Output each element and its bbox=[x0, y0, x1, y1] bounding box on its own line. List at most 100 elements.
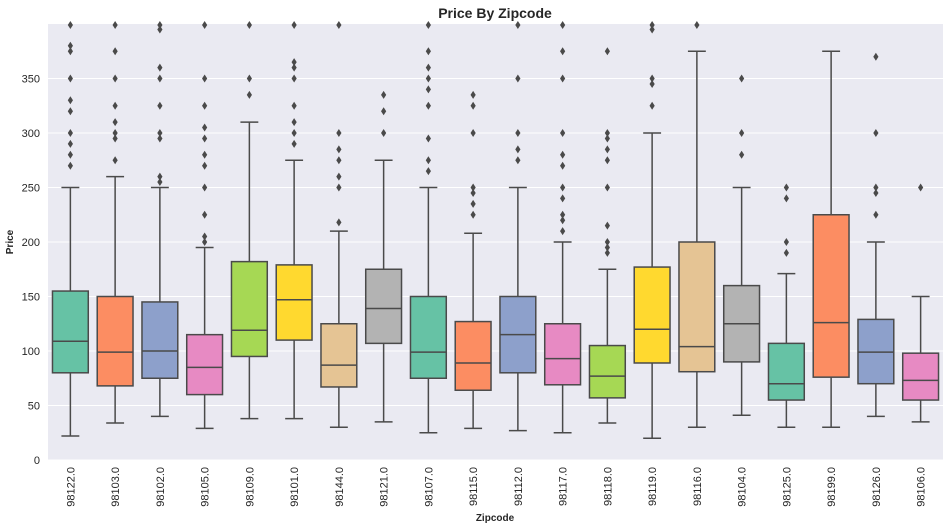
outlier-point bbox=[291, 139, 297, 148]
box-98105.0 bbox=[185, 21, 224, 430]
outlier-point bbox=[202, 232, 208, 241]
outlier-point bbox=[560, 216, 566, 225]
outlier-point bbox=[336, 145, 342, 154]
outlier-point bbox=[873, 52, 879, 61]
outlier-point bbox=[425, 134, 431, 143]
x-tick-label: 98105.0 bbox=[200, 467, 212, 507]
outlier-point bbox=[67, 107, 73, 116]
outlier-point bbox=[694, 21, 700, 29]
box-98116.0 bbox=[678, 21, 716, 429]
outlier-point bbox=[202, 21, 208, 29]
x-tick-label: 98199.0 bbox=[826, 467, 838, 507]
outlier-point bbox=[560, 227, 566, 236]
outlier-point bbox=[112, 21, 118, 29]
box-iqr bbox=[543, 323, 582, 386]
outlier-point bbox=[604, 156, 610, 165]
outlier-point bbox=[202, 134, 208, 143]
outlier-point bbox=[649, 74, 655, 83]
y-tick-label: 100 bbox=[22, 346, 40, 358]
outlier-point bbox=[604, 248, 610, 257]
outlier-point bbox=[291, 63, 297, 72]
outlier-point bbox=[604, 238, 610, 246]
outlier-point bbox=[515, 156, 521, 165]
outlier-point bbox=[246, 90, 252, 99]
box-98125.0 bbox=[767, 183, 806, 429]
outlier-point bbox=[560, 21, 566, 29]
outlier-point bbox=[67, 161, 73, 170]
x-tick-label: 98115.0 bbox=[468, 467, 480, 506]
box-98109.0 bbox=[230, 21, 269, 420]
outlier-point bbox=[246, 74, 252, 83]
outlier-point bbox=[470, 199, 476, 208]
outlier-point bbox=[604, 47, 610, 56]
outlier-point bbox=[202, 150, 208, 159]
box-98119.0 bbox=[633, 21, 671, 439]
outlier-point bbox=[202, 210, 208, 219]
box-iqr bbox=[409, 295, 448, 379]
outlier-point bbox=[202, 74, 208, 83]
box-iqr bbox=[320, 323, 358, 388]
outlier-point bbox=[67, 96, 73, 105]
outlier-point bbox=[515, 145, 521, 154]
box-98103.0 bbox=[96, 21, 134, 424]
outlier-point bbox=[604, 134, 610, 143]
x-tick-label: 98122.0 bbox=[65, 467, 77, 507]
outlier-point bbox=[425, 47, 431, 56]
outlier-point bbox=[739, 150, 745, 159]
outlier-point bbox=[425, 63, 431, 72]
box-series bbox=[51, 21, 940, 439]
outlier-point bbox=[425, 101, 431, 110]
outlier-point bbox=[604, 129, 610, 137]
outlier-point bbox=[470, 101, 476, 110]
outlier-point bbox=[604, 243, 610, 252]
box-98144.0 bbox=[320, 21, 358, 429]
outlier-point bbox=[515, 74, 521, 83]
outlier-point bbox=[157, 21, 163, 29]
y-tick-label: 250 bbox=[22, 183, 40, 195]
outlier-point bbox=[873, 210, 879, 219]
outlier-point bbox=[246, 21, 252, 29]
outlier-point bbox=[425, 167, 431, 176]
y-tick-label: 150 bbox=[22, 292, 40, 304]
box-iqr bbox=[364, 268, 403, 345]
outlier-point bbox=[202, 183, 208, 192]
outlier-point bbox=[336, 218, 342, 227]
box-98121.0 bbox=[364, 90, 403, 423]
outlier-point bbox=[560, 129, 566, 137]
x-tick-label: 98106.0 bbox=[916, 467, 928, 507]
outlier-point bbox=[470, 210, 476, 219]
box-98199.0 bbox=[812, 50, 850, 429]
box-98107.0 bbox=[409, 21, 448, 434]
box-iqr bbox=[633, 266, 671, 364]
x-axis-label: Zipcode bbox=[476, 513, 515, 524]
box-iqr bbox=[141, 301, 179, 380]
box-98122.0 bbox=[51, 21, 90, 437]
outlier-point bbox=[157, 25, 163, 34]
outlier-point bbox=[202, 123, 208, 132]
outlier-point bbox=[112, 101, 118, 110]
outlier-point bbox=[291, 101, 297, 110]
x-tick-label: 98112.0 bbox=[513, 467, 525, 506]
outlier-point bbox=[425, 21, 431, 29]
box-iqr bbox=[275, 264, 313, 341]
x-tick-label: 98117.0 bbox=[558, 467, 570, 506]
box-iqr bbox=[678, 241, 716, 373]
outlier-point bbox=[67, 47, 73, 56]
outlier-point bbox=[67, 21, 73, 29]
outlier-point bbox=[157, 101, 163, 110]
y-tick-label: 200 bbox=[22, 237, 40, 249]
x-tick-label: 98118.0 bbox=[602, 467, 614, 506]
outlier-point bbox=[560, 74, 566, 83]
outlier-point bbox=[783, 183, 789, 192]
x-tick-label: 98109.0 bbox=[244, 467, 256, 507]
outlier-point bbox=[336, 172, 342, 181]
x-tick-label: 98107.0 bbox=[423, 467, 435, 507]
box-98106.0 bbox=[901, 183, 940, 423]
outlier-point bbox=[157, 129, 163, 137]
outlier-point bbox=[560, 150, 566, 159]
outlier-point bbox=[157, 172, 163, 181]
outlier-point bbox=[918, 183, 924, 192]
x-tick-label: 98144.0 bbox=[334, 467, 346, 507]
x-axis-ticks: 98122.0 98103.0 98102.0 98105.0 98109.0 98101… bbox=[65, 467, 927, 507]
